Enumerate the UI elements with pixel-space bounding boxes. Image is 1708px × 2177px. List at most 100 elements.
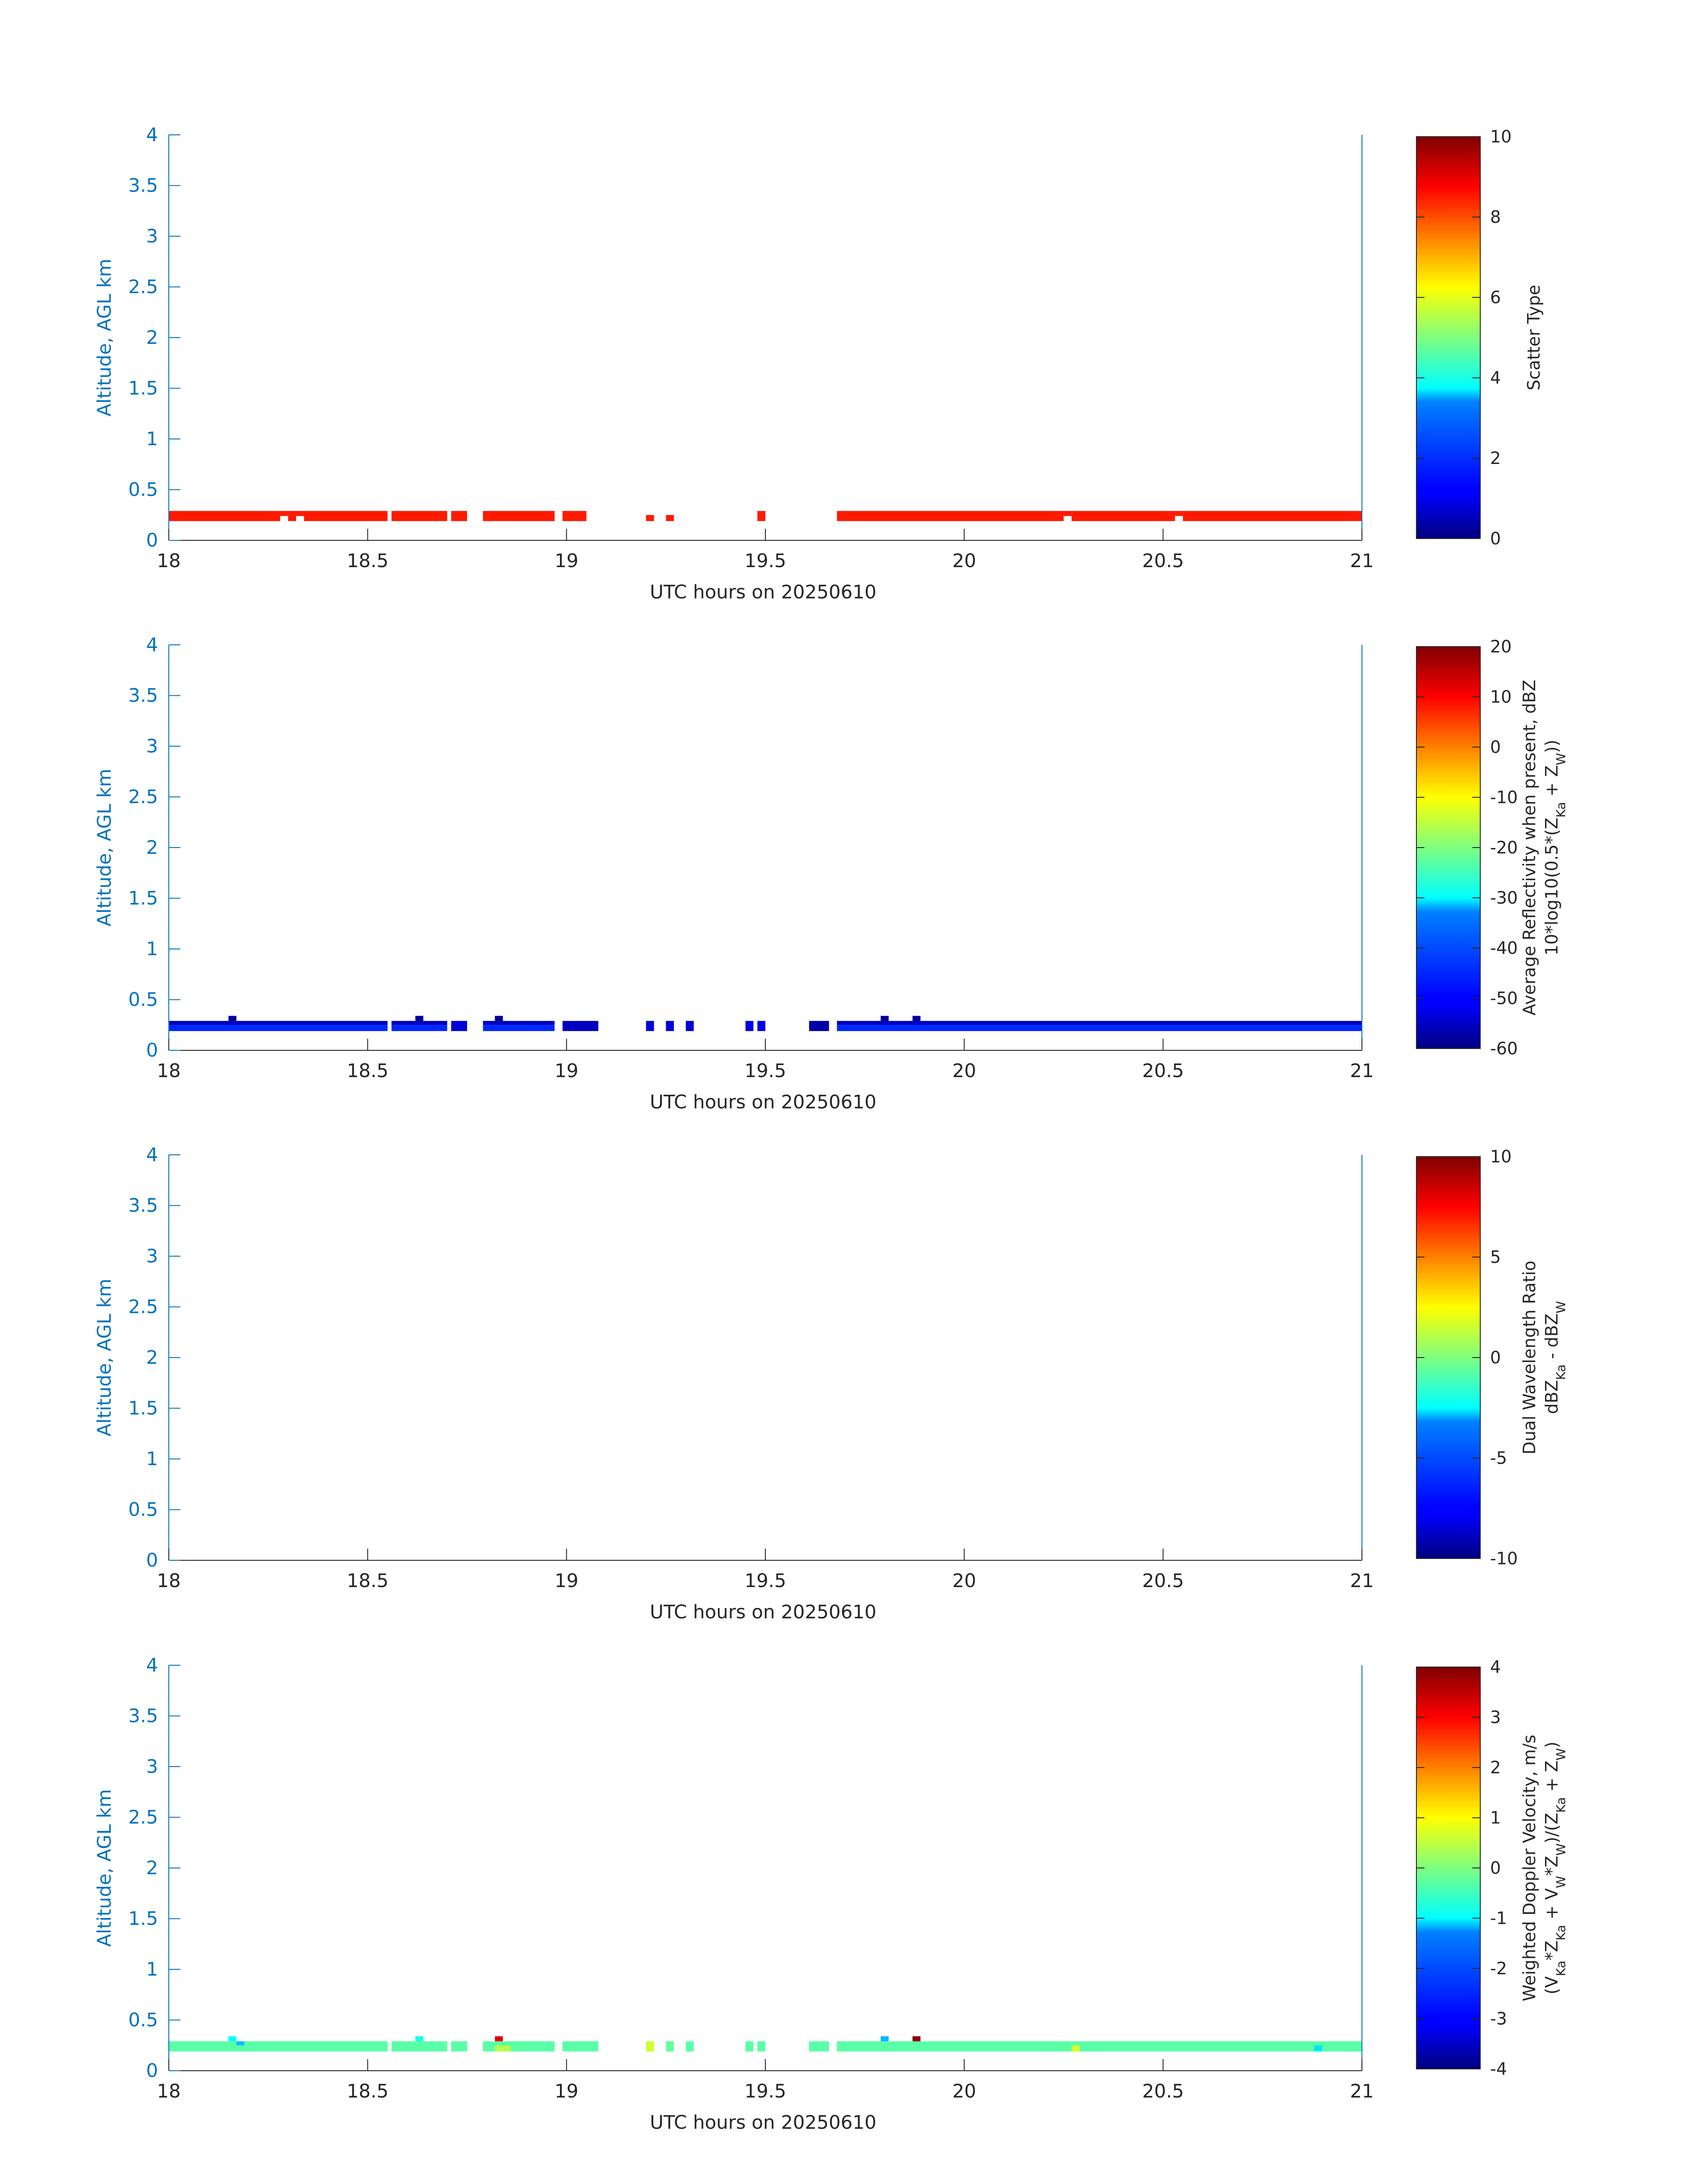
colorbar-title-line-1: Average Reflectivity when present, dBZ <box>1520 680 1539 1015</box>
data-cell-18 <box>415 1015 424 1021</box>
y-tick-label: 3.5 <box>128 1195 158 1216</box>
y-tick-label: 1 <box>146 1448 158 1470</box>
y-tick-label: 4 <box>146 1654 158 1676</box>
data-cell-15 <box>837 1021 1362 1025</box>
x-tick-label: 20 <box>952 2080 976 2102</box>
plot-area <box>169 135 1362 540</box>
data-cell-19 <box>912 2036 921 2042</box>
colorbar-title-line-1: Dual Wavelength Ratio <box>1520 1261 1539 1454</box>
data-cell-20 <box>881 1015 889 1021</box>
x-tick-label: 18.5 <box>347 1060 389 1082</box>
x-tick-label: 18.5 <box>347 550 389 572</box>
y-axis-title: Altitude, AGL km <box>93 259 115 416</box>
y-tick-label: 0 <box>146 529 158 551</box>
x-tick-label: 19.5 <box>744 550 786 572</box>
colorbar-title-line-2: dBZKa - dBZW <box>1542 1301 1568 1414</box>
data-cell-5 <box>451 1021 467 1031</box>
x-tick-label: 20.5 <box>1142 550 1184 572</box>
colorbar-tick-label: 5 <box>1490 1247 1501 1267</box>
data-cell-19 <box>495 1015 503 1021</box>
data-cell-15 <box>415 2036 424 2042</box>
data-cell-16 <box>495 2036 503 2042</box>
y-tick-label: 2 <box>146 836 158 858</box>
data-cell-3 <box>451 2041 467 2052</box>
data-cell-17 <box>228 1015 237 1021</box>
data-cell-8 <box>685 2041 694 2052</box>
x-axis-title: UTC hours on 20250610 <box>650 581 877 603</box>
y-axis-title: Altitude, AGL km <box>93 1279 115 1436</box>
x-tick-label: 19.5 <box>744 1570 786 1592</box>
data-cell-11 <box>666 515 674 521</box>
data-cell-16 <box>837 1025 1362 1031</box>
colorbar-title-line-2: (VKa*ZKa + VW*ZW)/(ZKa + ZW) <box>1542 1742 1568 1994</box>
x-tick-label: 18.5 <box>347 2080 389 2102</box>
data-cell-4 <box>296 511 304 516</box>
data-cell-3 <box>391 1021 447 1025</box>
colorbar-tick-label: -2 <box>1490 1959 1507 1978</box>
data-cell-14 <box>809 1021 829 1031</box>
colorbar-tick-label: -30 <box>1490 888 1518 908</box>
colorbar <box>1416 136 1481 539</box>
data-cell-8 <box>483 511 555 521</box>
plot-area <box>169 1155 1362 1560</box>
data-cell-6 <box>483 1021 555 1025</box>
x-tick-label: 18.5 <box>347 1570 389 1592</box>
data-cell-2 <box>169 1025 388 1031</box>
data-cell-1 <box>169 2041 388 2052</box>
colorbar <box>1416 1667 1481 2069</box>
x-axis-title: UTC hours on 20250610 <box>650 1601 877 1623</box>
colorbar-tick-label: 8 <box>1490 207 1501 227</box>
y-tick-label: 2.5 <box>128 1806 158 1828</box>
x-tick-label: 19 <box>555 1060 578 1082</box>
data-cell-13 <box>757 1021 765 1031</box>
data-cell-9 <box>745 2041 754 2052</box>
data-cell-21 <box>912 1015 921 1021</box>
data-cell-12 <box>745 1021 754 1031</box>
y-tick-label: 0.5 <box>128 2009 158 2031</box>
y-axis-title: Altitude, AGL km <box>93 769 115 926</box>
data-cell-9 <box>646 1021 654 1031</box>
panel-3: 18 18.5 19 19.5 20 20.5 21 0 0.5 1 1.5 2 2.5 3 3.5 4 UTC… <box>93 1144 1568 1623</box>
y-tick-label: 3.5 <box>128 1705 158 1727</box>
y-tick-label: 2.5 <box>128 786 158 808</box>
colorbar-tick-label: 6 <box>1490 288 1501 307</box>
y-tick-label: 2 <box>146 1857 158 1879</box>
plot-area <box>169 1665 1362 2071</box>
colorbar-tick-label: 0 <box>1490 737 1501 757</box>
data-cell-14 <box>1064 511 1072 516</box>
x-axis-title: UTC hours on 20250610 <box>650 2111 877 2133</box>
data-cell-20 <box>1071 2045 1080 2052</box>
data-cell-4 <box>391 1025 447 1031</box>
colorbar-tick-label: 10 <box>1490 687 1512 707</box>
x-tick-label: 21 <box>1350 2080 1374 2102</box>
x-tick-label: 20.5 <box>1142 1570 1184 1592</box>
panel-2: 18 18.5 19 19.5 20 20.5 21 0 0.5 1 1.5 2 2.5 3 3.5 4 UTC… <box>93 634 1568 1113</box>
colorbar-tick-label: -10 <box>1490 788 1518 807</box>
y-tick-label: 2 <box>146 1346 158 1368</box>
x-tick-label: 19.5 <box>744 2080 786 2102</box>
x-axis-title: UTC hours on 20250610 <box>650 1091 877 1113</box>
colorbar-tick-label: -40 <box>1490 938 1518 958</box>
y-tick-label: 4 <box>146 634 158 656</box>
data-cell-5 <box>304 511 388 521</box>
data-cell-16 <box>1175 511 1183 516</box>
data-cell-15 <box>1071 511 1175 521</box>
colorbar-tick-label: -10 <box>1490 1549 1518 1568</box>
colorbar-tick-label: 2 <box>1490 448 1501 468</box>
colorbar-tick-label: -4 <box>1490 2059 1507 2079</box>
colorbar-tick-label: -5 <box>1490 1448 1507 1468</box>
y-tick-label: 3.5 <box>128 685 158 706</box>
x-tick-label: 19.5 <box>744 1060 786 1082</box>
data-cell-12 <box>837 2041 1362 2052</box>
colorbar-title-line-2: 10*log10(0.5*(ZKa + ZW)) <box>1542 740 1568 955</box>
x-tick-label: 21 <box>1350 1060 1374 1082</box>
y-tick-label: 0 <box>146 2060 158 2081</box>
y-tick-label: 0 <box>146 1039 158 1061</box>
colorbar <box>1416 1156 1481 1559</box>
panel-4: 18 18.5 19 19.5 20 20.5 2100.511.522.533.54UTC… <box>93 1654 1568 2133</box>
x-tick-label: 19 <box>555 2080 578 2102</box>
colorbar-tick-label: 10 <box>1490 127 1512 146</box>
y-tick-label: 3 <box>146 225 158 247</box>
data-cell-8 <box>562 1021 598 1031</box>
y-tick-label: 1 <box>146 1958 158 1980</box>
